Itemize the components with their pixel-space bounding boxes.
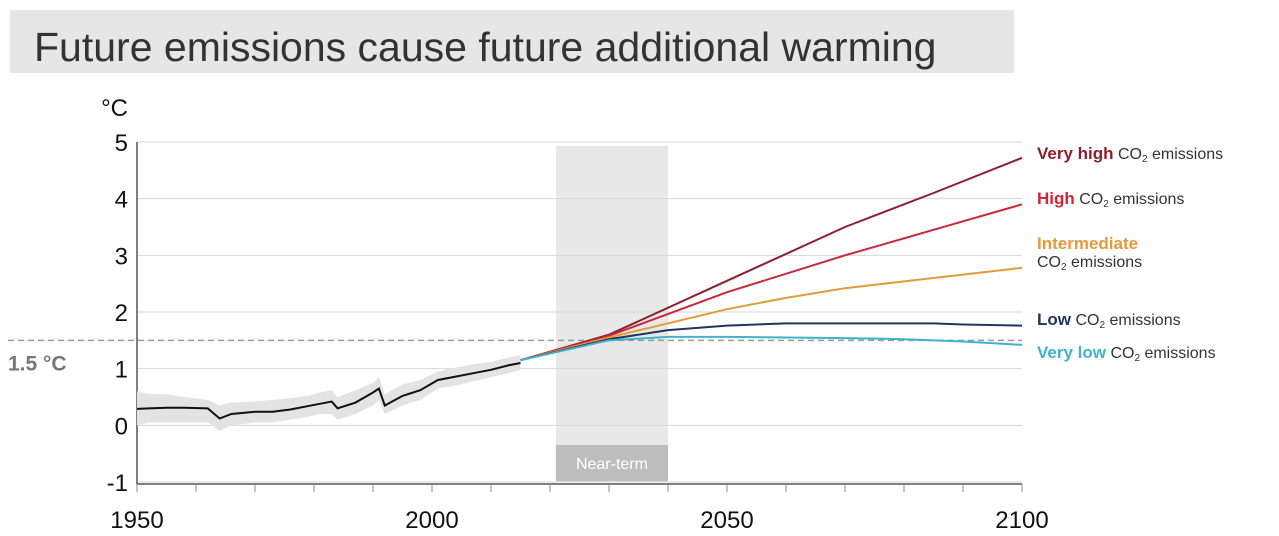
y-axis-unit: °C <box>101 95 128 122</box>
y-tick-label: 3 <box>115 243 128 270</box>
observed-line <box>136 362 521 420</box>
y-tick-label: 1 <box>115 357 128 384</box>
x-tick-label: 2000 <box>405 507 458 534</box>
chart-title: Future emissions cause future additional… <box>34 24 937 70</box>
series-label-intermediate: Intermediate CO2 emissions <box>1037 234 1143 273</box>
series-line-high <box>520 203 1023 362</box>
y-tick-label: 2 <box>115 300 128 327</box>
series-line-intermediate <box>520 266 1023 362</box>
x-tick-label: 2100 <box>995 507 1048 534</box>
y-tick-label: 5 <box>115 130 128 157</box>
series-label-low: Low CO2 emissions <box>1037 310 1181 331</box>
near-term-label-box <box>555 445 668 481</box>
threshold-label: 1.5 °C <box>8 352 67 375</box>
series-label-high: High CO2 emissions <box>1037 189 1185 210</box>
y-tick-label: 0 <box>115 413 128 440</box>
x-tick-label: 2050 <box>700 507 753 534</box>
y-tick-label: -1 <box>107 470 128 497</box>
observed-uncertainty-band <box>137 355 521 431</box>
near-term-label: Near-term <box>576 456 648 473</box>
title-banner: Future emissions cause future additional… <box>10 10 1014 73</box>
x-tick-label: 1950 <box>110 507 163 534</box>
series-line-very-low <box>520 335 1023 362</box>
series-label-very-low: Very low CO2 emissions <box>1037 343 1216 364</box>
series-label-very-high: Very high CO2 emissions <box>1037 144 1224 165</box>
near-term-shade <box>555 146 668 482</box>
y-tick-label: 4 <box>115 187 128 214</box>
series-line-low <box>520 322 1023 362</box>
